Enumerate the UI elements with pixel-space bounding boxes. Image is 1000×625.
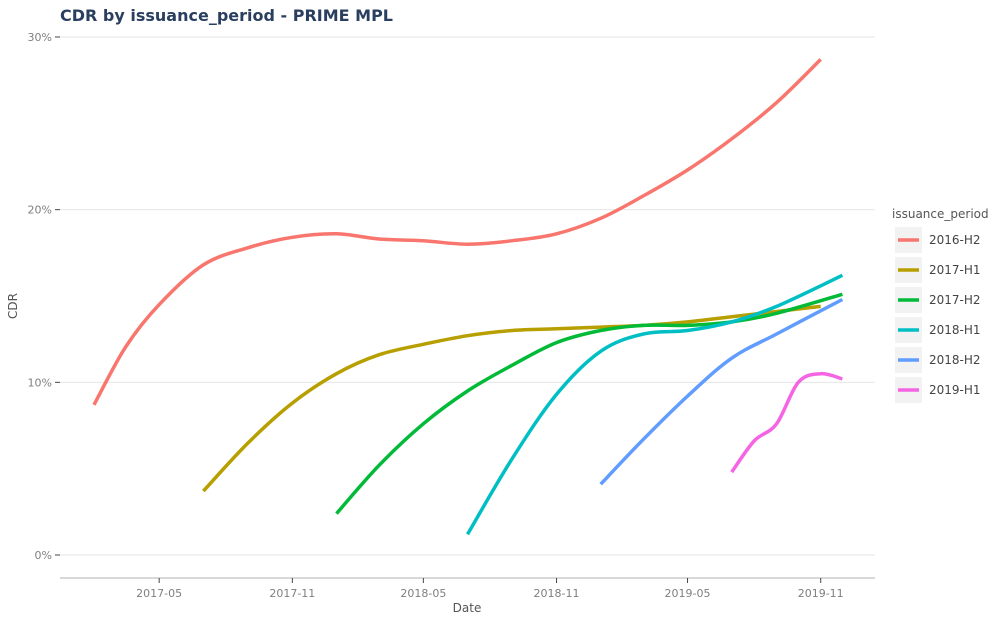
series-line-2018-H2 [599,297,844,486]
legend-title: issuance_period [892,207,989,221]
x-axis-title: Date [453,601,482,615]
legend-label: 2018-H1 [929,323,981,337]
series-line-2017-H1 [202,304,821,493]
series-line-2018-H1 [465,273,844,536]
y-axis-title: CDR [6,293,20,319]
x-tick-label: 2018-05 [400,587,446,600]
legend-label: 2016-H2 [929,233,981,247]
y-axis-ticks: 0% 10% 20% 30% [28,31,60,562]
chart-title: CDR by issuance_period - PRIME MPL [60,6,393,25]
legend-label: 2017-H1 [929,263,981,277]
x-tick-label: 2019-05 [665,587,711,600]
legend-label: 2017-H2 [929,293,981,307]
legend-label: 2019-H1 [929,383,981,397]
y-tick-label: 0% [35,549,52,562]
x-tick-label: 2017-05 [136,587,182,600]
legend: issuance_period 2016-H2 2017-H1 2017-H2 201… [892,207,989,403]
legend-label: 2018-H2 [929,353,981,367]
x-tick-label: 2018-11 [534,587,580,600]
gridlines [60,36,875,556]
y-tick-label: 10% [28,376,52,389]
x-tick-label: 2017-11 [269,587,315,600]
series-lines [92,58,844,536]
x-axis-ticks: 2017-05 2017-11 2018-05 2018-11 2019-05 2019-… [136,578,844,600]
series-line-2016-H2 [92,58,822,406]
x-tick-label: 2019-11 [798,587,844,600]
y-tick-label: 20% [28,204,52,217]
y-tick-label: 30% [28,31,52,44]
series-line-2019-H1 [730,371,843,474]
